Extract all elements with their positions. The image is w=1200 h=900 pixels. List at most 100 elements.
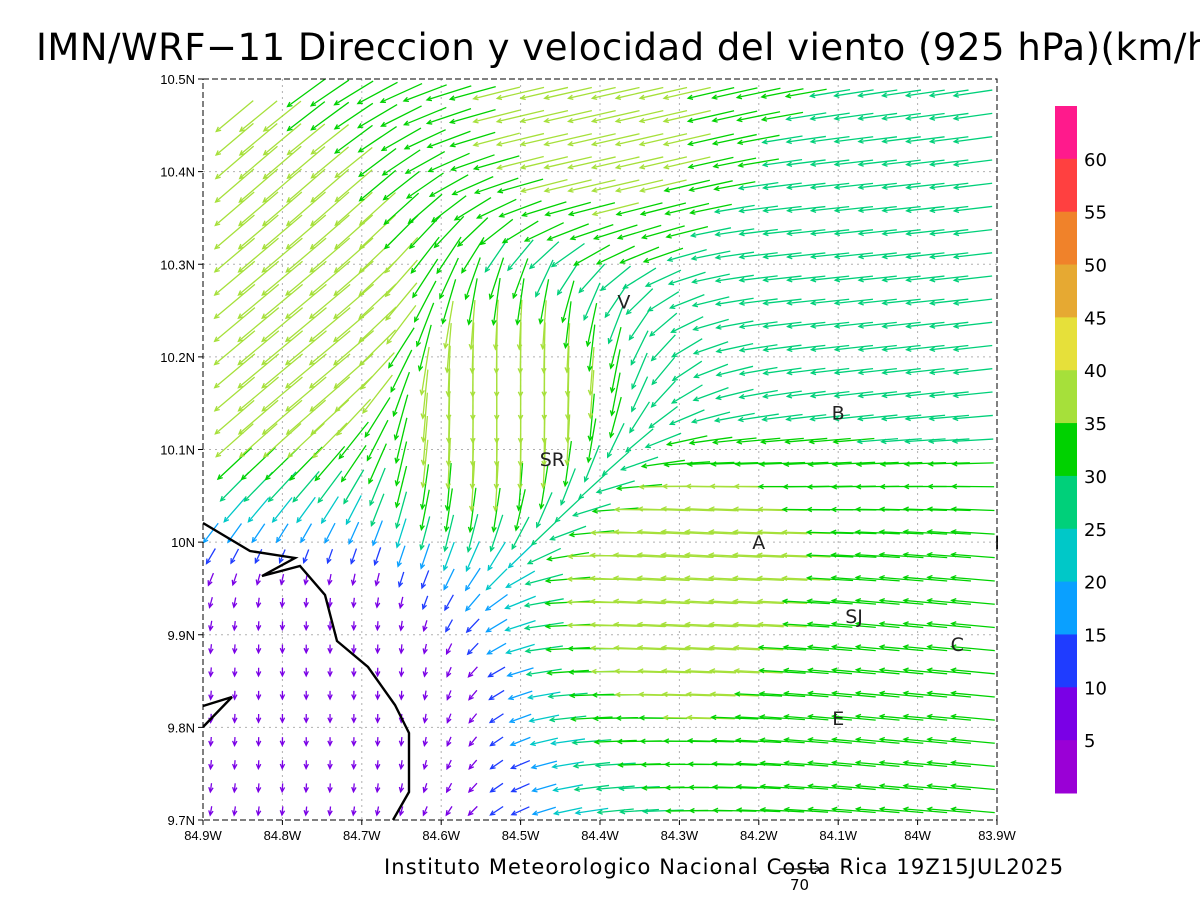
wind-arrow <box>334 191 373 227</box>
wind-arrow <box>614 86 664 101</box>
wind-arrow <box>420 464 430 511</box>
wind-arrow <box>506 667 534 678</box>
y-tick-label: 9.7N <box>168 813 195 828</box>
wind-arrow <box>468 759 478 770</box>
wind-arrow <box>421 595 429 611</box>
wind-arrow <box>616 224 662 240</box>
wind-arrow <box>622 267 657 289</box>
wind-arrow <box>595 785 635 792</box>
wind-arrow <box>404 150 446 174</box>
wind-arrow <box>261 260 303 296</box>
wind-arrow <box>950 506 995 512</box>
wind-arrow <box>952 344 993 353</box>
wind-arrow <box>271 497 293 524</box>
wind-arrow <box>762 298 802 306</box>
wind-arrow <box>665 226 709 239</box>
wind-arrow <box>854 621 900 629</box>
wind-arrow <box>857 112 898 121</box>
wind-arrow <box>928 182 969 190</box>
wind-arrow <box>735 760 781 767</box>
wind-arrow <box>952 391 993 399</box>
wind-arrow <box>590 156 640 170</box>
wind-arrow <box>398 667 405 678</box>
wind-arrow <box>358 192 396 226</box>
wind-arrow <box>333 237 374 273</box>
wind-arrow <box>736 111 781 123</box>
wind-arrow <box>485 618 508 633</box>
wind-arrow <box>510 783 530 793</box>
wind-arrow <box>443 300 454 350</box>
wind-arrow <box>394 465 408 509</box>
wind-arrow <box>216 447 253 481</box>
wind-arrow <box>426 130 471 149</box>
wind-arrow <box>519 109 569 124</box>
wind-arrow <box>671 338 703 358</box>
wind-arrow <box>590 133 640 147</box>
wind-arrow <box>505 570 536 589</box>
wind-arrow <box>543 110 592 124</box>
wind-arrow <box>881 321 921 329</box>
y-tick-label: 10.4N <box>160 165 195 180</box>
colorbar-segment <box>1055 581 1077 635</box>
wind-arrow <box>759 437 804 445</box>
wind-arrow <box>284 260 327 296</box>
wind-arrow <box>531 783 557 793</box>
wind-arrow <box>390 349 413 393</box>
wind-arrow <box>327 737 333 747</box>
wind-arrow <box>762 205 802 214</box>
wind-arrow <box>351 737 357 747</box>
colorbar-label: 45 <box>1084 308 1107 329</box>
wind-arrow <box>369 467 386 507</box>
wind-arrow <box>444 594 454 612</box>
wind-arrow <box>446 713 452 724</box>
wind-arrow <box>261 353 304 389</box>
wind-arrow <box>292 471 320 503</box>
wind-arrow <box>734 737 782 744</box>
wind-arrow <box>685 691 736 697</box>
wind-arrow <box>756 598 808 605</box>
wind-arrow <box>380 105 422 127</box>
wind-arrow <box>255 644 262 655</box>
wind-arrow <box>713 181 756 192</box>
wind-arrow <box>208 760 214 771</box>
wind-arrow <box>952 205 993 214</box>
wind-arrow <box>563 301 572 350</box>
wind-arrow <box>544 201 591 217</box>
wind-arrow <box>255 806 262 817</box>
wind-arrow <box>491 277 501 326</box>
wind-arrow <box>689 203 732 215</box>
wind-arrow <box>926 690 972 698</box>
wind-arrow <box>279 760 286 771</box>
wind-arrow <box>238 423 278 458</box>
place-label: I <box>994 532 1000 554</box>
wind-arrow <box>395 518 407 549</box>
wind-arrow <box>417 324 432 372</box>
colorbar-segment <box>1055 158 1077 213</box>
coastline-west <box>202 695 233 728</box>
wind-arrow <box>279 783 286 794</box>
wind-arrow <box>279 806 286 817</box>
wind-arrow <box>950 483 995 490</box>
x-tick-label: 84.7W <box>343 828 381 843</box>
wind-arrow <box>903 461 947 467</box>
wind-arrow <box>279 714 286 724</box>
wind-arrow <box>472 109 521 124</box>
wind-arrow <box>237 330 280 366</box>
wind-arrow <box>394 491 408 530</box>
wind-arrow <box>640 225 685 240</box>
wind-arrow <box>374 760 381 771</box>
wind-arrow <box>857 136 898 144</box>
wind-arrow <box>446 666 452 678</box>
wind-arrow <box>286 123 326 156</box>
wind-arrow <box>926 667 972 675</box>
wind-arrow <box>595 480 635 494</box>
wind-arrow <box>693 363 729 379</box>
wind-arrow <box>590 86 640 101</box>
place-label: SJ <box>845 606 863 628</box>
wind-arrow <box>786 205 826 214</box>
wind-arrow <box>394 441 408 487</box>
wind-arrow <box>786 229 826 237</box>
wind-arrow <box>638 86 688 101</box>
wind-arrow <box>928 229 969 237</box>
wind-arrow <box>436 236 462 275</box>
